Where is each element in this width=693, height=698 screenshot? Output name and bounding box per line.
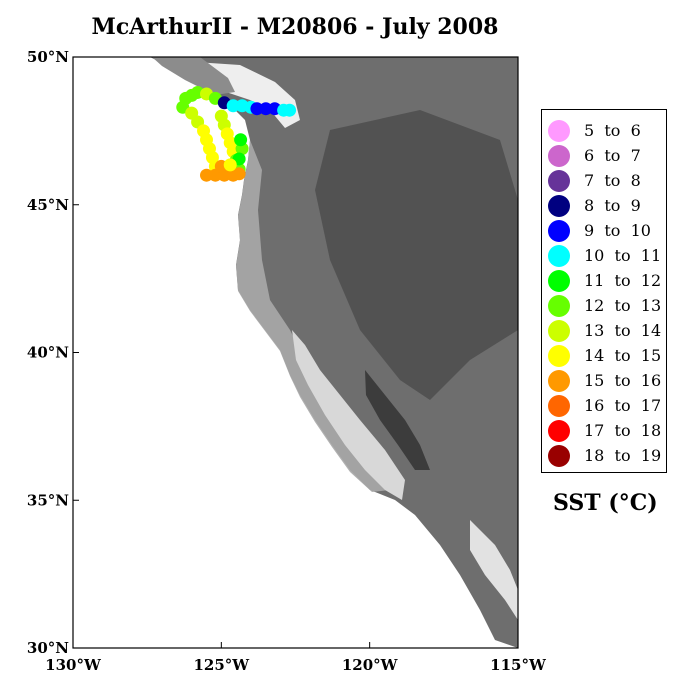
lat-tick-label: 40°N: [27, 344, 69, 362]
legend-label: 8 to 9: [584, 196, 641, 215]
lat-tick-label: 35°N: [27, 491, 69, 509]
legend-item: 12 to 13: [548, 293, 661, 318]
legend-swatch: [548, 269, 570, 292]
sierra-dark: [365, 370, 430, 470]
legend-swatch: [548, 144, 570, 167]
legend-item: 5 to 6: [548, 118, 641, 143]
legend-item: 13 to 14: [548, 318, 661, 343]
legend-item: 17 to 18: [548, 418, 661, 443]
legend-label: 10 to 11: [584, 246, 662, 265]
lat-tick-label: 50°N: [27, 48, 69, 66]
legend-label: 11 to 12: [584, 271, 662, 290]
interior-highlands: [315, 110, 518, 400]
track-point: [259, 102, 273, 116]
track-point: [283, 103, 297, 117]
legend-swatch: [548, 119, 570, 142]
legend-swatch: [548, 319, 570, 342]
track-point: [232, 167, 246, 181]
legend-swatch: [548, 444, 570, 467]
legend-label: 14 to 15: [584, 346, 662, 365]
legend-swatch: [548, 244, 570, 267]
legend-label: 16 to 17: [584, 396, 662, 415]
coastal-highlands: [236, 140, 390, 492]
lon-tick-label: 115°W: [490, 656, 547, 674]
legend-item: 10 to 11: [548, 243, 661, 268]
chart-title: McArthurII - M20806 - July 2008: [91, 14, 499, 40]
legend-item: 15 to 16: [548, 368, 661, 393]
legend-item: 7 to 8: [548, 168, 641, 193]
lat-tick-label: 30°N: [27, 639, 69, 657]
legend-swatch: [548, 344, 570, 367]
legend-label: 15 to 16: [584, 371, 662, 390]
legend-swatch: [548, 219, 570, 242]
legend-item: 11 to 12: [548, 268, 661, 293]
legend-label: 18 to 19: [584, 446, 662, 465]
legend-swatch: [548, 394, 570, 417]
legend-item: 14 to 15: [548, 343, 661, 368]
legend-label: 7 to 8: [584, 171, 641, 190]
legend-title: SST (°C): [553, 490, 658, 516]
track-point: [200, 168, 213, 182]
central-valley: [292, 330, 405, 500]
legend-swatch: [548, 169, 570, 192]
legend-item: 8 to 9: [548, 193, 641, 218]
legend-label: 6 to 7: [584, 146, 641, 165]
track-point: [234, 133, 248, 147]
legend-swatch: [548, 294, 570, 317]
lon-tick-label: 120°W: [342, 656, 399, 674]
track-point: [223, 158, 237, 172]
legend-label: 13 to 14: [584, 321, 662, 340]
legend-label: 5 to 6: [584, 121, 641, 140]
legend-label: 17 to 18: [584, 421, 662, 440]
track-point: [250, 102, 264, 116]
track-point: [226, 99, 240, 113]
vancouver-island: [152, 57, 235, 95]
legend-item: 6 to 7: [548, 143, 641, 168]
desert-basin: [470, 520, 518, 620]
legend-item: 16 to 17: [548, 393, 661, 418]
lat-tick-label: 45°N: [27, 196, 69, 214]
legend-swatch: [548, 369, 570, 392]
lon-tick-label: 130°W: [45, 656, 102, 674]
legend-swatch: [548, 194, 570, 217]
legend-item: 18 to 19: [548, 443, 661, 468]
legend-label: 12 to 13: [584, 296, 662, 315]
legend-item: 9 to 10: [548, 218, 651, 243]
lon-tick-label: 125°W: [193, 656, 250, 674]
legend-label: 9 to 10: [584, 221, 651, 240]
cruise-track: [176, 85, 297, 182]
sst-legend: 5 to 6 6 to 7 7 to 8 8 to 9 9 to 10 10 to 11 1…: [541, 109, 667, 473]
legend-swatch: [548, 419, 570, 442]
